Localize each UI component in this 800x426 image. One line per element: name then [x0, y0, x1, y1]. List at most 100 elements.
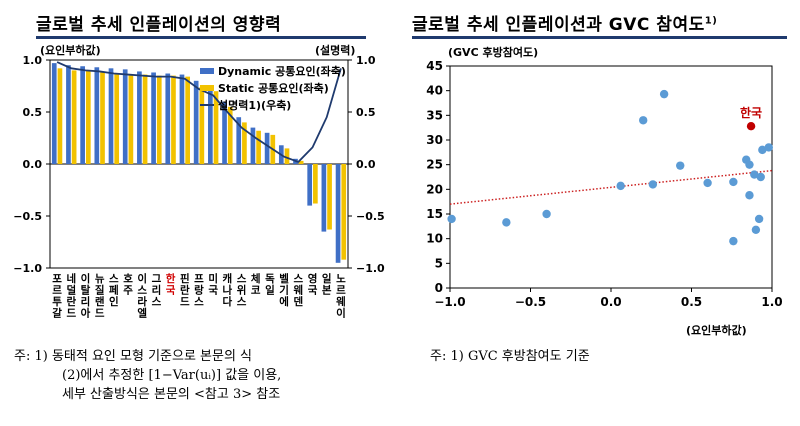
category-label: 본: [322, 284, 332, 297]
scatter-point: [616, 181, 625, 191]
category-label: 스: [194, 296, 204, 308]
bar-dynamic: [307, 164, 313, 206]
category-label: 국: [208, 285, 218, 297]
category-label: 위: [237, 284, 247, 297]
bar-dynamic: [335, 164, 341, 263]
category-label: 캐: [223, 272, 233, 285]
right-title-footnote-mark: 1): [704, 15, 718, 27]
left-y-tick-label: 1.0: [23, 54, 43, 67]
category-label: 미: [208, 272, 218, 285]
category-label: 리: [81, 295, 91, 308]
legend-swatch: [200, 68, 214, 74]
scatter-y-tick-label: 35: [426, 108, 443, 122]
bar-static: [171, 75, 176, 164]
category-label: 이: [81, 272, 91, 285]
category-label: 에: [279, 295, 289, 308]
scatter-y-tick-label: 30: [426, 133, 443, 147]
scatter-point: [542, 209, 551, 219]
category-label: 프: [194, 273, 204, 285]
category-label: 인: [109, 295, 119, 308]
category-label: 탈: [81, 284, 91, 297]
category-label: 스: [152, 296, 162, 308]
category-label: 란: [180, 285, 190, 297]
right-y-tick-label: −1.0: [356, 262, 385, 275]
bar-dynamic: [137, 71, 142, 164]
category-label: 스: [237, 296, 247, 308]
category-label: 웨: [293, 285, 303, 297]
category-label: 아: [81, 307, 91, 320]
bar-dynamic: [51, 63, 57, 165]
category-label: 호: [123, 272, 133, 285]
right-title-rule: [412, 36, 787, 39]
category-label: 나: [223, 284, 233, 297]
scatter-point: [745, 191, 754, 200]
left-chart-title: 글로벌 추세 인플레이션의 영향력: [36, 15, 282, 35]
category-label: 체: [251, 272, 261, 285]
category-label: 핀: [180, 272, 190, 285]
category-label: 스: [293, 273, 303, 285]
right-y-tick-label: 0.0: [356, 158, 376, 171]
bar-dynamic: [66, 65, 71, 164]
scatter-point: [756, 172, 765, 182]
left-note-line1: 주: 1) 동태적 요인 모형 기준으로 본문의 식: [14, 349, 253, 364]
bar-static: [114, 73, 120, 164]
category-label: 덴: [293, 295, 303, 308]
category-label: 국: [166, 285, 176, 297]
right-axis-unit: (설명력): [315, 44, 356, 57]
category-label: 질: [95, 285, 105, 297]
bar-static: [128, 74, 134, 164]
scatter-x-tick-label: −0.5: [515, 295, 546, 309]
right-y-tick-label: −0.5: [356, 210, 385, 223]
scatter-point: [659, 89, 669, 99]
scatter-x-unit: (요인부하값): [686, 324, 747, 337]
category-label: 엘: [137, 307, 147, 320]
category-label: 스: [109, 273, 119, 285]
category-label: 그: [152, 273, 162, 285]
scatter-point: [751, 225, 761, 234]
bar-dynamic: [179, 74, 185, 164]
legend-label: Dynamic 공통요인(좌축): [218, 64, 346, 78]
category-label: 르: [336, 285, 346, 297]
scatter-point: [758, 145, 767, 155]
trendline: [449, 169, 773, 205]
scatter-point: [648, 180, 658, 189]
scatter-y-tick-label: 45: [426, 59, 443, 73]
scatter-y-tick-label: 40: [426, 84, 443, 98]
scatter-point: [703, 178, 712, 188]
category-label: 란: [66, 296, 76, 308]
category-label: 랑: [194, 285, 204, 297]
scatter-x-tick-label: −1.0: [434, 295, 465, 309]
bar-static: [298, 160, 304, 164]
left-y-tick-label: −1.0: [13, 262, 42, 275]
left-note-line3: 세부 산출방식은 본문의 <참고 3> 참조: [62, 387, 281, 402]
bar-static: [71, 70, 77, 164]
category-label: 이: [137, 272, 147, 285]
scatter-point: [764, 143, 773, 152]
left-note-line2: (2)에서 추정한 [1−Var(uᵢ)] 값을 이용,: [62, 368, 282, 383]
right-chart-title-text: 글로벌 추세 인플레이션과 GVC 참여도: [412, 15, 705, 35]
category-label: 드: [180, 296, 190, 308]
category-label: 코: [251, 285, 261, 297]
scatter-plot-frame: [449, 65, 773, 289]
bar-dynamic: [94, 67, 100, 164]
category-label: 투: [52, 296, 62, 308]
bar-static: [242, 122, 247, 164]
scatter-y-tick-label: 20: [426, 182, 443, 196]
bar-static: [313, 164, 318, 204]
explanatory-power-line: [56, 61, 342, 163]
bar-dynamic: [208, 86, 213, 164]
scatter-point: [639, 116, 648, 125]
scatter-point: [676, 161, 685, 170]
bar-dynamic: [122, 69, 128, 164]
category-label: 주: [123, 285, 133, 297]
category-label: 한: [166, 272, 176, 285]
left-title-rule: [36, 36, 366, 39]
category-label: 갈: [52, 307, 62, 320]
scatter-point: [754, 214, 764, 224]
bar-static: [85, 70, 91, 164]
legend-label: Static 공통요인(좌축): [218, 81, 329, 95]
scatter-point: [729, 177, 738, 187]
scatter-x-tick-label: 1.0: [761, 295, 782, 309]
left-y-tick-label: 0.0: [23, 158, 43, 171]
